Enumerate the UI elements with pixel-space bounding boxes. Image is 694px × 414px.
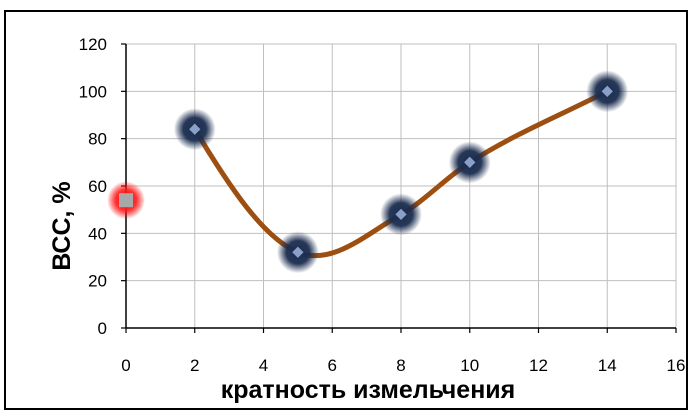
data-point-center	[395, 208, 407, 221]
x-tick-label: 14	[598, 356, 617, 375]
data-point-center	[464, 156, 476, 168]
tick-labels: 0 2 4 6 8 10 12 14 16 0 20 40 60 80 100 120	[79, 35, 686, 375]
y-tick-label: 120	[79, 35, 107, 54]
x-tick-label: 4	[259, 356, 268, 375]
x-tick-label: 6	[328, 356, 337, 375]
x-axis-title: кратность измельчения	[221, 376, 516, 404]
y-axis-title: ВСС, %	[48, 181, 76, 270]
y-tick-label: 0	[98, 319, 107, 338]
y-tick-label: 40	[88, 224, 107, 243]
x-tick-label: 8	[396, 356, 405, 375]
data-point-center	[119, 193, 133, 208]
y-tick-label: 100	[79, 82, 107, 101]
x-tick-label: 10	[460, 356, 479, 375]
x-tick-label: 12	[529, 356, 548, 375]
points-layer	[107, 70, 629, 274]
x-tick-label: 16	[667, 356, 686, 375]
data-point-center	[292, 246, 304, 258]
y-tick-label: 20	[88, 272, 107, 291]
x-tick-label: 0	[121, 356, 130, 375]
y-tick-label: 80	[88, 130, 107, 149]
y-tick-label: 60	[88, 177, 107, 196]
x-tick-label: 2	[190, 356, 199, 375]
